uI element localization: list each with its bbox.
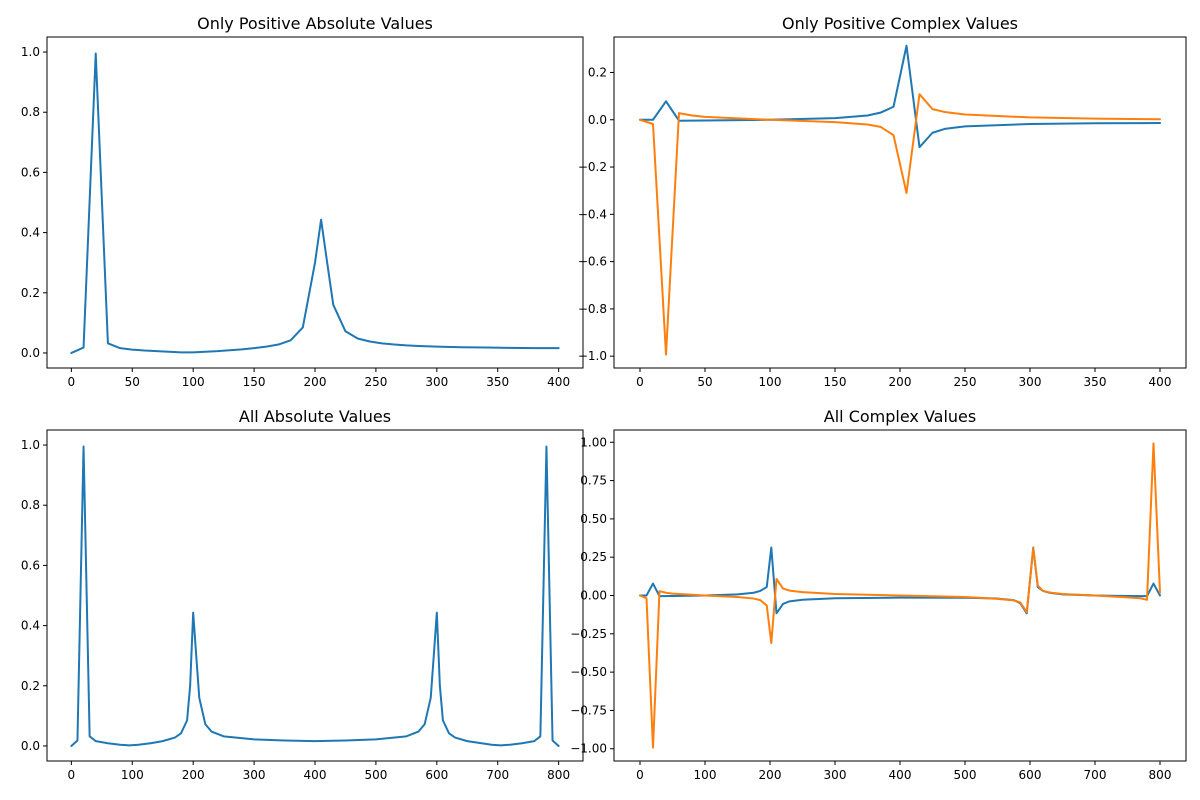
x-tick-label: 700 xyxy=(1084,768,1107,782)
y-tick-label: 0.0 xyxy=(21,739,40,753)
y-tick-label: 1.0 xyxy=(21,438,40,452)
x-tick-label: 300 xyxy=(243,768,266,782)
y-tick-label: 0.25 xyxy=(580,550,607,564)
series-line-2 xyxy=(639,442,1161,749)
x-tick-label: 800 xyxy=(1149,768,1172,782)
series-line-1 xyxy=(639,44,1161,149)
y-tick-label: −1.00 xyxy=(570,742,607,756)
series-line-1 xyxy=(639,546,1161,615)
y-tick-label: −0.4 xyxy=(578,207,607,221)
x-tick-label: 300 xyxy=(1019,375,1042,389)
subplot-title: Only Positive Absolute Values xyxy=(197,14,433,33)
y-tick-label: −0.8 xyxy=(578,302,607,316)
subplot-title: All Complex Values xyxy=(824,407,976,426)
x-tick-label: 800 xyxy=(547,768,570,782)
x-tick-label: 600 xyxy=(425,768,448,782)
subplot-1: Only Positive Absolute Values 0 50 100 150 20… xyxy=(21,14,584,389)
x-tick-label: 700 xyxy=(486,768,509,782)
x-tick-label: 100 xyxy=(182,375,205,389)
y-tick-label: 0.50 xyxy=(580,512,607,526)
x-tick-label: 400 xyxy=(889,768,912,782)
x-tick-label: 400 xyxy=(547,375,570,389)
y-tick-label: 0.00 xyxy=(580,589,607,603)
series-line-1 xyxy=(70,52,560,354)
y-tick-label: 0.8 xyxy=(21,105,40,119)
x-tick-label: 600 xyxy=(1019,768,1042,782)
x-tick-label: 100 xyxy=(121,768,144,782)
y-tick-label: 0.4 xyxy=(21,226,40,240)
subplot-3: All Absolute Values 0 100 200 300 400 500 600 70… xyxy=(21,407,584,782)
x-tick-label: 0 xyxy=(636,768,644,782)
y-tick-label: −0.6 xyxy=(578,255,607,269)
x-tick-label: 150 xyxy=(243,375,266,389)
series-line-2 xyxy=(639,93,1161,356)
y-tick-label: −0.2 xyxy=(578,160,607,174)
y-tick-label: −0.50 xyxy=(570,665,607,679)
x-tick-label: 300 xyxy=(425,375,448,389)
x-tick-label: 200 xyxy=(889,375,912,389)
y-tick-label: 1.00 xyxy=(580,435,607,449)
y-tick-label: 0.2 xyxy=(21,286,40,300)
x-tick-label: 250 xyxy=(954,375,977,389)
y-tick-label: 0.4 xyxy=(21,619,40,633)
y-tick-label: 1.0 xyxy=(21,45,40,59)
x-tick-label: 350 xyxy=(486,375,509,389)
y-tick-label: 0.6 xyxy=(21,165,40,179)
x-tick-label: 50 xyxy=(125,375,140,389)
y-tick-label: 0.75 xyxy=(580,474,607,488)
y-tick-label: −1.0 xyxy=(578,349,607,363)
axes-frame xyxy=(613,36,1187,369)
y-tick-label: −0.25 xyxy=(570,627,607,641)
x-tick-label: 250 xyxy=(364,375,387,389)
x-tick-label: 150 xyxy=(824,375,847,389)
x-tick-label: 100 xyxy=(694,768,717,782)
x-tick-label: 200 xyxy=(304,375,327,389)
x-tick-label: 400 xyxy=(1149,375,1172,389)
y-tick-label: 0.0 xyxy=(588,113,607,127)
y-tick-label: 0.6 xyxy=(21,558,40,572)
axes-frame xyxy=(46,429,584,762)
y-tick-label: 0.2 xyxy=(588,65,607,79)
x-tick-label: 500 xyxy=(954,768,977,782)
x-tick-label: 350 xyxy=(1084,375,1107,389)
x-tick-label: 0 xyxy=(636,375,644,389)
x-tick-label: 100 xyxy=(759,375,782,389)
subplot-4: All Complex Values 0 100 200 300 400 500 600 700… xyxy=(570,407,1187,782)
x-tick-label: 0 xyxy=(68,375,76,389)
x-tick-label: 200 xyxy=(182,768,205,782)
x-tick-label: 200 xyxy=(759,768,782,782)
y-tick-label: −0.75 xyxy=(570,703,607,717)
x-tick-label: 500 xyxy=(364,768,387,782)
x-tick-label: 50 xyxy=(697,375,712,389)
x-tick-label: 400 xyxy=(304,768,327,782)
y-tick-label: 0.0 xyxy=(21,346,40,360)
x-tick-label: 0 xyxy=(68,768,76,782)
x-tick-label: 300 xyxy=(824,768,847,782)
subplot-title: All Absolute Values xyxy=(239,407,391,426)
axes-frame xyxy=(46,36,584,369)
y-tick-label: 0.8 xyxy=(21,498,40,512)
series-line-1 xyxy=(70,445,560,747)
subplot-title: Only Positive Complex Values xyxy=(782,14,1018,33)
subplot-2: Only Positive Complex Values 0 50 100 150 200… xyxy=(578,14,1187,389)
y-tick-label: 0.2 xyxy=(21,679,40,693)
